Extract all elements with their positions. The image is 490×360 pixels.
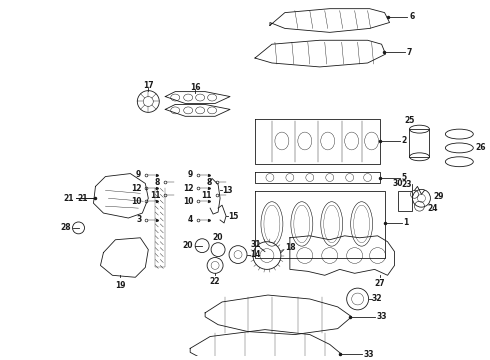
Text: 3: 3 [136,216,141,225]
Text: 33: 33 [377,312,387,321]
Text: 1: 1 [403,219,409,228]
Text: 26: 26 [475,143,486,152]
Bar [397,192,413,211]
Text: 31: 31 [251,240,261,249]
Text: 4: 4 [188,216,193,225]
Text: 9: 9 [188,170,193,179]
Text: 27: 27 [374,279,385,288]
Text: 29: 29 [434,192,444,201]
Text: 6: 6 [410,12,415,21]
Text: 17: 17 [143,81,153,90]
Text: 22: 22 [210,277,220,286]
Text: 12: 12 [131,184,141,193]
Text: 12: 12 [183,184,193,193]
Text: 20: 20 [183,241,193,250]
Text: 2: 2 [401,136,407,145]
Text: 10: 10 [131,197,141,206]
Text: 8: 8 [155,178,160,187]
Text: 18: 18 [285,243,295,252]
Text: 21: 21 [63,194,74,203]
Text: 33: 33 [364,350,374,359]
Text: 15: 15 [228,212,239,221]
Text: 8: 8 [207,178,212,187]
Text: 28: 28 [60,224,71,233]
Text: 5: 5 [401,173,407,182]
Text: 24: 24 [427,204,438,213]
Text: 13: 13 [222,186,233,195]
Text: 20: 20 [213,233,223,242]
Text: 21: 21 [77,194,88,203]
Text: 16: 16 [190,83,200,92]
Text: 30: 30 [392,179,403,188]
Bar [410,129,429,157]
Text: 7: 7 [407,48,412,57]
Text: 14: 14 [250,250,261,259]
Text: 11: 11 [150,191,160,200]
Text: 10: 10 [183,197,193,206]
Text: 9: 9 [136,170,141,179]
Text: 32: 32 [371,294,382,303]
Text: 19: 19 [115,281,125,290]
Text: 11: 11 [201,191,212,200]
Text: 23: 23 [401,180,412,189]
Text: 25: 25 [404,116,415,125]
